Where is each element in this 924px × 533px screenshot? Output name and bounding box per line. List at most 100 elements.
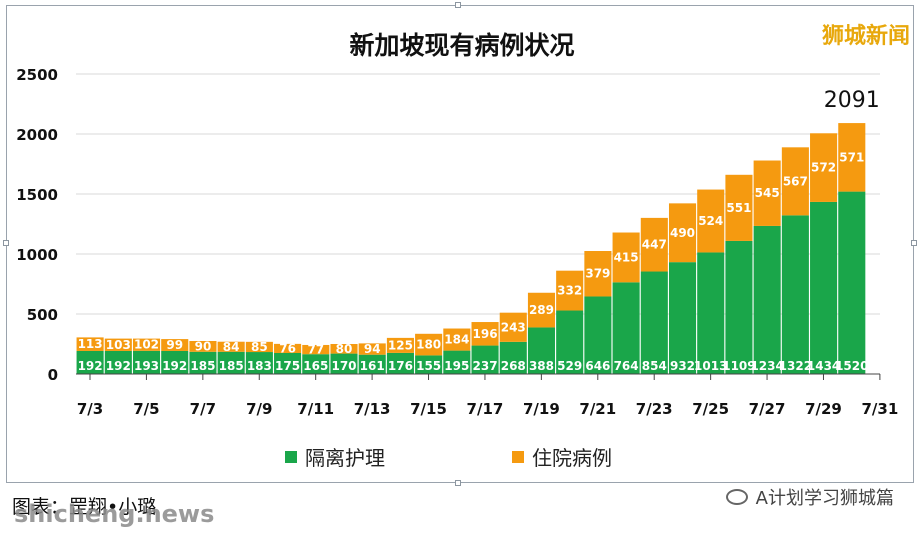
data-label-isolation: 764: [614, 359, 639, 373]
bar-isolation: [245, 352, 273, 374]
bar-isolation: [810, 201, 838, 374]
bar-isolation: [499, 341, 527, 374]
bar-isolation: [386, 352, 414, 374]
bar-hospital: [668, 203, 697, 263]
resize-handle-right[interactable]: [911, 240, 917, 246]
data-label-isolation: 170: [331, 359, 356, 373]
bar-hospital: [245, 341, 273, 353]
x-tick-label: 7/19: [523, 400, 560, 418]
data-label-hospital: 102: [134, 338, 159, 352]
data-label-isolation: 1109: [722, 359, 755, 373]
wechat-account-name: A计划学习狮城篇: [755, 488, 894, 509]
y-tick-label: 500: [27, 306, 58, 324]
data-label-hospital: 90: [195, 339, 212, 353]
bar-isolation: [415, 355, 443, 374]
bar-isolation: [443, 350, 471, 374]
bar-isolation: [753, 225, 781, 374]
bar-isolation: [189, 351, 217, 374]
bar-hospital: [584, 251, 612, 297]
data-label-isolation: 854: [642, 359, 667, 373]
data-label-hospital: 289: [529, 303, 554, 317]
legend-swatch-green: [285, 450, 297, 463]
total-annotation: 2091: [824, 88, 880, 113]
x-tick-label: 7/13: [354, 400, 391, 418]
data-label-hospital: 572: [811, 161, 836, 175]
x-tick-label: 7/31: [861, 400, 898, 418]
bar-hospital: [415, 333, 443, 356]
site-watermark: shicheng.news: [14, 500, 215, 528]
bar-hospital: [330, 344, 358, 354]
bar-hospital: [527, 292, 556, 328]
bar-isolation: [668, 262, 697, 374]
bar-hospital: [640, 217, 668, 272]
data-label-isolation: 237: [473, 359, 498, 373]
bar-isolation: [161, 350, 189, 374]
data-label-isolation: 1234: [750, 359, 783, 373]
data-label-hospital: 99: [166, 338, 183, 352]
bar-hospital: [471, 322, 499, 346]
y-tick-label: 2500: [16, 66, 58, 84]
data-label-hospital: 196: [473, 327, 498, 341]
brand-logo-text: 狮城新闻: [821, 24, 910, 49]
bar-isolation: [527, 327, 556, 374]
data-label-isolation: 192: [106, 359, 131, 373]
x-tick-label: 7/5: [133, 400, 159, 418]
wechat-watermark: A计划学习狮城篇: [725, 484, 894, 510]
data-label-hospital: 184: [444, 333, 469, 347]
data-label-hospital: 524: [698, 214, 723, 228]
bar-hospital: [838, 123, 866, 192]
data-label-isolation: 529: [557, 359, 582, 373]
legend-item-isolation: 隔离护理: [285, 442, 385, 471]
legend-swatch-orange: [512, 450, 524, 463]
resize-handle-left[interactable]: [3, 240, 9, 246]
data-label-hospital: 571: [839, 150, 864, 164]
bar-hospital: [132, 338, 161, 351]
data-label-isolation: 388: [529, 359, 554, 373]
data-label-isolation: 185: [219, 359, 244, 373]
bar-isolation: [274, 353, 302, 374]
legend-label-isolation: 隔离护理: [305, 446, 385, 470]
resize-handle-top[interactable]: [455, 2, 461, 8]
bar-isolation: [612, 282, 640, 374]
data-label-hospital: 113: [78, 337, 103, 351]
x-tick-label: 7/29: [805, 400, 842, 418]
bar-isolation: [132, 350, 161, 374]
bar-hospital: [302, 344, 330, 355]
data-label-hospital: 379: [585, 267, 610, 281]
bar-hospital: [443, 328, 471, 351]
bar-hospital: [781, 147, 809, 216]
data-label-isolation: 165: [303, 359, 328, 373]
data-label-isolation: 1520: [835, 359, 868, 373]
bar-isolation: [725, 240, 753, 374]
bar-isolation: [640, 271, 668, 374]
data-label-isolation: 176: [388, 359, 413, 373]
bar-hospital: [76, 337, 104, 351]
chart-credit: 图表：罡翔•小璐: [12, 496, 157, 518]
data-label-hospital: 415: [614, 250, 639, 264]
bar-isolation: [76, 350, 104, 374]
bar-isolation: [358, 354, 386, 374]
bar-hospital: [274, 343, 302, 353]
data-label-isolation: 155: [416, 359, 441, 373]
bar-isolation: [584, 296, 612, 374]
resize-handle-bottom[interactable]: [455, 480, 461, 486]
data-label-hospital: 125: [388, 338, 413, 352]
data-label-hospital: 77: [307, 343, 324, 357]
y-tick-label: 2000: [16, 126, 58, 144]
bar-hospital: [104, 338, 132, 351]
x-tick-label: 7/17: [467, 400, 504, 418]
data-label-hospital: 94: [364, 342, 381, 356]
data-label-hospital: 243: [501, 320, 526, 334]
data-label-isolation: 183: [247, 359, 272, 373]
data-label-isolation: 932: [670, 359, 695, 373]
data-label-hospital: 490: [670, 226, 695, 240]
bar-isolation: [838, 191, 866, 374]
bar-hospital: [725, 174, 753, 241]
bar-isolation: [302, 354, 330, 374]
data-label-isolation: 175: [275, 359, 300, 373]
data-label-hospital: 551: [726, 201, 751, 215]
data-label-hospital: 80: [336, 342, 353, 356]
chart-title: 新加坡现有病例状况: [349, 31, 575, 60]
x-tick-label: 7/11: [297, 400, 334, 418]
